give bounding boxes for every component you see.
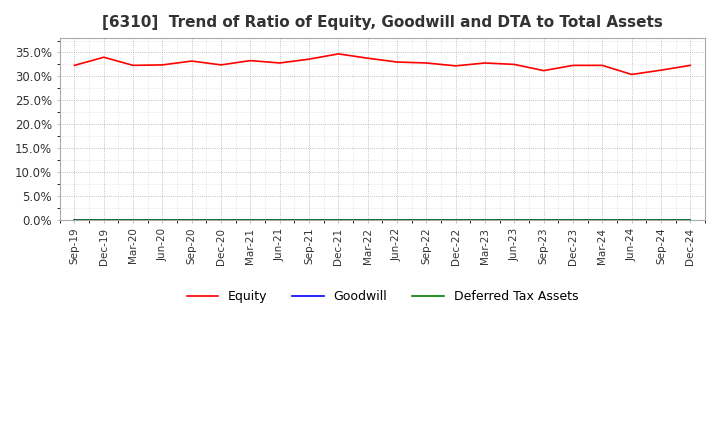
Legend: Equity, Goodwill, Deferred Tax Assets: Equity, Goodwill, Deferred Tax Assets <box>181 285 583 308</box>
Goodwill <box>276 217 284 223</box>
Goodwill <box>99 217 108 223</box>
Deferred Tax Assets <box>627 217 636 223</box>
Deferred Tax Assets <box>539 217 548 223</box>
Equity <box>129 63 138 68</box>
Deferred Tax Assets <box>598 217 607 223</box>
Deferred Tax Assets <box>481 217 490 223</box>
Equity <box>70 63 78 68</box>
Deferred Tax Assets <box>451 217 460 223</box>
Goodwill <box>510 217 518 223</box>
Deferred Tax Assets <box>305 217 313 223</box>
Deferred Tax Assets <box>99 217 108 223</box>
Goodwill <box>539 217 548 223</box>
Title: [6310]  Trend of Ratio of Equity, Goodwill and DTA to Total Assets: [6310] Trend of Ratio of Equity, Goodwil… <box>102 15 663 30</box>
Equity <box>481 60 490 66</box>
Equity <box>158 62 167 67</box>
Equity <box>657 67 665 73</box>
Goodwill <box>598 217 607 223</box>
Equity <box>99 55 108 60</box>
Goodwill <box>481 217 490 223</box>
Deferred Tax Assets <box>217 217 225 223</box>
Equity <box>217 62 225 67</box>
Deferred Tax Assets <box>510 217 518 223</box>
Goodwill <box>187 217 196 223</box>
Goodwill <box>686 217 695 223</box>
Goodwill <box>364 217 372 223</box>
Deferred Tax Assets <box>158 217 167 223</box>
Goodwill <box>70 217 78 223</box>
Equity <box>246 58 255 63</box>
Deferred Tax Assets <box>569 217 577 223</box>
Goodwill <box>657 217 665 223</box>
Goodwill <box>305 217 313 223</box>
Deferred Tax Assets <box>276 217 284 223</box>
Deferred Tax Assets <box>657 217 665 223</box>
Deferred Tax Assets <box>187 217 196 223</box>
Goodwill <box>158 217 167 223</box>
Equity <box>187 59 196 64</box>
Equity <box>392 59 401 65</box>
Equity <box>627 72 636 77</box>
Equity <box>422 60 431 66</box>
Goodwill <box>129 217 138 223</box>
Deferred Tax Assets <box>334 217 343 223</box>
Equity <box>305 56 313 62</box>
Goodwill <box>422 217 431 223</box>
Equity <box>598 63 607 68</box>
Equity <box>686 63 695 68</box>
Goodwill <box>246 217 255 223</box>
Goodwill <box>627 217 636 223</box>
Deferred Tax Assets <box>70 217 78 223</box>
Deferred Tax Assets <box>392 217 401 223</box>
Equity <box>510 62 518 67</box>
Goodwill <box>451 217 460 223</box>
Deferred Tax Assets <box>422 217 431 223</box>
Deferred Tax Assets <box>129 217 138 223</box>
Goodwill <box>569 217 577 223</box>
Equity <box>334 51 343 56</box>
Line: Equity: Equity <box>74 54 690 74</box>
Goodwill <box>392 217 401 223</box>
Equity <box>451 63 460 69</box>
Equity <box>364 55 372 61</box>
Goodwill <box>334 217 343 223</box>
Deferred Tax Assets <box>686 217 695 223</box>
Equity <box>276 60 284 66</box>
Equity <box>539 68 548 73</box>
Equity <box>569 63 577 68</box>
Deferred Tax Assets <box>246 217 255 223</box>
Deferred Tax Assets <box>364 217 372 223</box>
Goodwill <box>217 217 225 223</box>
